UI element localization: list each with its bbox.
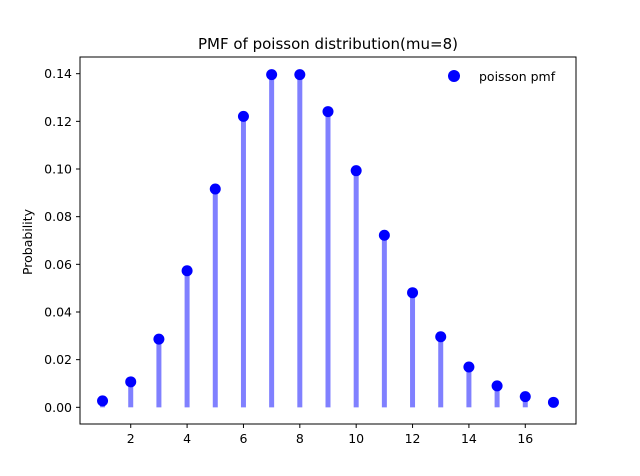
x-tick-label-14: 14 xyxy=(461,431,477,446)
x-tick-label-16: 16 xyxy=(517,431,533,446)
x-tick-label-2: 2 xyxy=(127,431,135,446)
markers-layer xyxy=(97,69,559,408)
point-14 xyxy=(463,361,475,373)
x-ticks: 2 4 6 8 10 12 14 16 xyxy=(127,424,533,446)
point-7 xyxy=(266,69,278,81)
x-tick-label-6: 6 xyxy=(239,431,247,446)
point-3 xyxy=(153,333,165,345)
y-tick-label-3: 0.06 xyxy=(44,257,72,272)
legend-label: poisson pmf xyxy=(479,69,556,84)
point-2 xyxy=(125,376,137,388)
point-15 xyxy=(491,380,503,392)
point-13 xyxy=(435,331,447,343)
point-1 xyxy=(97,395,109,407)
legend-marker xyxy=(448,70,460,82)
point-11 xyxy=(378,229,390,241)
point-12 xyxy=(407,287,419,299)
x-tick-label-8: 8 xyxy=(296,431,304,446)
y-tick-label-2: 0.04 xyxy=(44,304,72,319)
x-tick-label-12: 12 xyxy=(405,431,421,446)
y-tick-label-4: 0.08 xyxy=(44,209,72,224)
x-tick-label-4: 4 xyxy=(183,431,191,446)
point-9 xyxy=(322,106,334,118)
point-17 xyxy=(547,396,559,408)
plot-frame xyxy=(79,56,577,425)
point-5 xyxy=(209,183,221,195)
y-tick-label-5: 0.10 xyxy=(44,162,72,177)
y-axis-label: Probability xyxy=(20,208,35,275)
point-10 xyxy=(350,165,362,177)
point-6 xyxy=(237,110,249,122)
y-tick-label-7: 0.14 xyxy=(44,66,72,81)
point-16 xyxy=(519,391,531,403)
legend: poisson pmf xyxy=(448,69,556,84)
point-8 xyxy=(294,69,306,81)
stems-layer xyxy=(100,74,556,408)
x-tick-label-10: 10 xyxy=(348,431,364,446)
y-tick-label-1: 0.02 xyxy=(44,352,72,367)
y-tick-label-6: 0.12 xyxy=(44,114,72,129)
point-4 xyxy=(181,265,193,277)
y-tick-label-0: 0.00 xyxy=(44,400,72,415)
y-ticks: 0.00 0.02 0.04 0.06 0.08 0.10 0.12 0.14 xyxy=(44,66,80,415)
chart-title: PMF of poisson distribution(mu=8) xyxy=(198,35,458,53)
